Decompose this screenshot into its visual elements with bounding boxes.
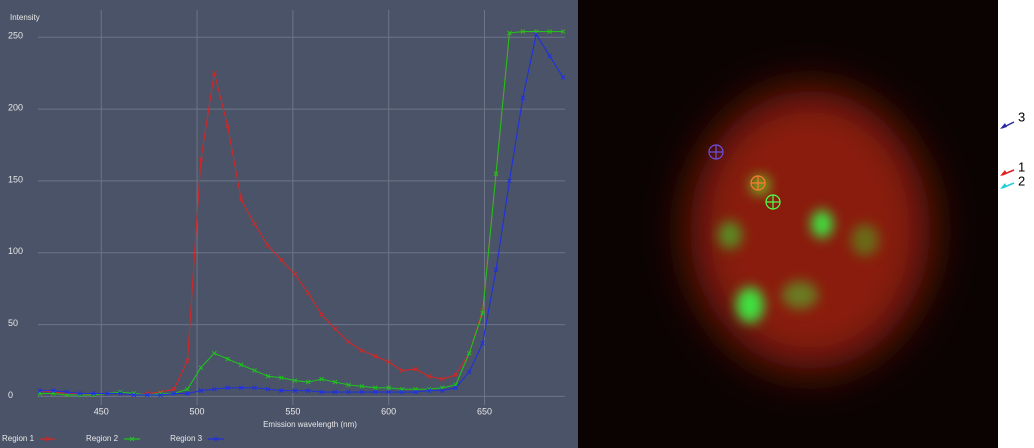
- y-tick-label: 150: [8, 174, 23, 184]
- x-tick-label: 550: [285, 406, 300, 416]
- y-tick-label: 0: [8, 390, 13, 400]
- screen: 3 1 2 Intensity Emission wavelength (nm)…: [0, 0, 1034, 448]
- region-label: 3: [1018, 109, 1025, 124]
- y-tick-label: 50: [8, 318, 18, 328]
- y-axis-title: Intensity: [10, 13, 40, 22]
- x-tick-label: 600: [381, 406, 396, 416]
- legend-label: Region 1: [2, 434, 35, 443]
- microscopy-image: [578, 0, 998, 448]
- x-tick-label: 500: [190, 406, 205, 416]
- legend-label: Region 3: [170, 434, 203, 443]
- x-axis-title: Emission wavelength (nm): [263, 420, 357, 429]
- x-tick-label: 650: [477, 406, 492, 416]
- region-label: 2: [1018, 173, 1025, 188]
- y-tick-label: 200: [8, 102, 23, 112]
- y-tick-label: 250: [8, 31, 23, 41]
- region-label: 1: [1018, 159, 1025, 174]
- y-tick-label: 100: [8, 246, 23, 256]
- x-tick-label: 450: [94, 406, 109, 416]
- legend-label: Region 2: [86, 434, 119, 443]
- region-arrows: 3 1 2: [1000, 109, 1025, 189]
